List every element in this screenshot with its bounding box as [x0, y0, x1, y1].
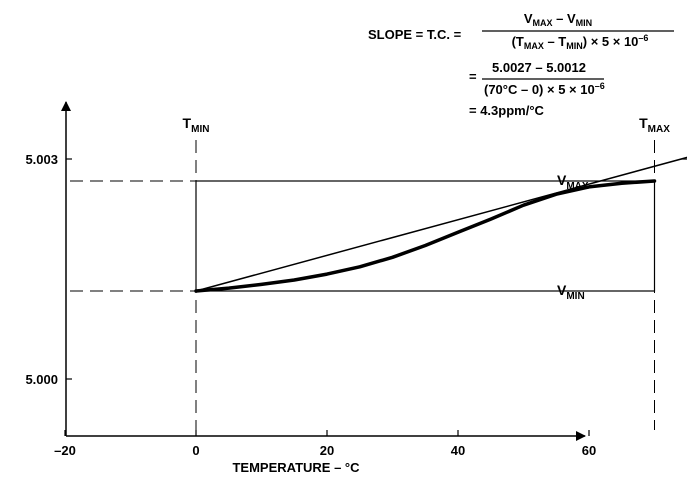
formula-eq2-numerator: 5.0027 – 5.0012 — [492, 60, 586, 75]
x-tick-label: –20 — [54, 443, 76, 458]
slope-formula: SLOPE = T.C. = VMAX – VMIN (TMAX – TMIN)… — [368, 11, 674, 118]
formula-numerator: VMAX – VMIN — [524, 11, 592, 28]
vertical-reference-label: TMAX — [639, 115, 670, 135]
vertical-reference-label: TMIN — [183, 115, 210, 135]
formula-result: = 4.3ppm/°C — [469, 103, 545, 118]
x-tick-group: –20020406080 — [54, 430, 596, 458]
formula-eq-sign: = — [469, 69, 477, 84]
x-axis-title: TEMPERATURE – °C — [232, 460, 360, 475]
formula-denominator: (TMAX – TMIN) × 5 × 10–6 — [512, 33, 649, 51]
x-tick-label: 40 — [451, 443, 465, 458]
formula-lhs: SLOPE = T.C. = — [368, 27, 462, 42]
x-tick-label: 60 — [582, 443, 596, 458]
slope-line — [195, 156, 687, 292]
tmin-tmax-box — [195, 180, 656, 292]
x-tick-label: 0 — [192, 443, 199, 458]
output-voltage-curve — [194, 179, 657, 293]
y-tick-label: 5.000 — [25, 372, 58, 387]
x-tick-label: 20 — [320, 443, 334, 458]
horizontal-reference-label: VMIN — [557, 282, 585, 302]
y-tick-group: 5.003 5.000 — [25, 152, 72, 387]
formula-eq2-denominator: (70°C – 0) × 5 × 10–6 — [484, 81, 605, 97]
y-tick-label: 5.003 — [25, 152, 58, 167]
plot-area: SLOPE — [194, 156, 687, 293]
